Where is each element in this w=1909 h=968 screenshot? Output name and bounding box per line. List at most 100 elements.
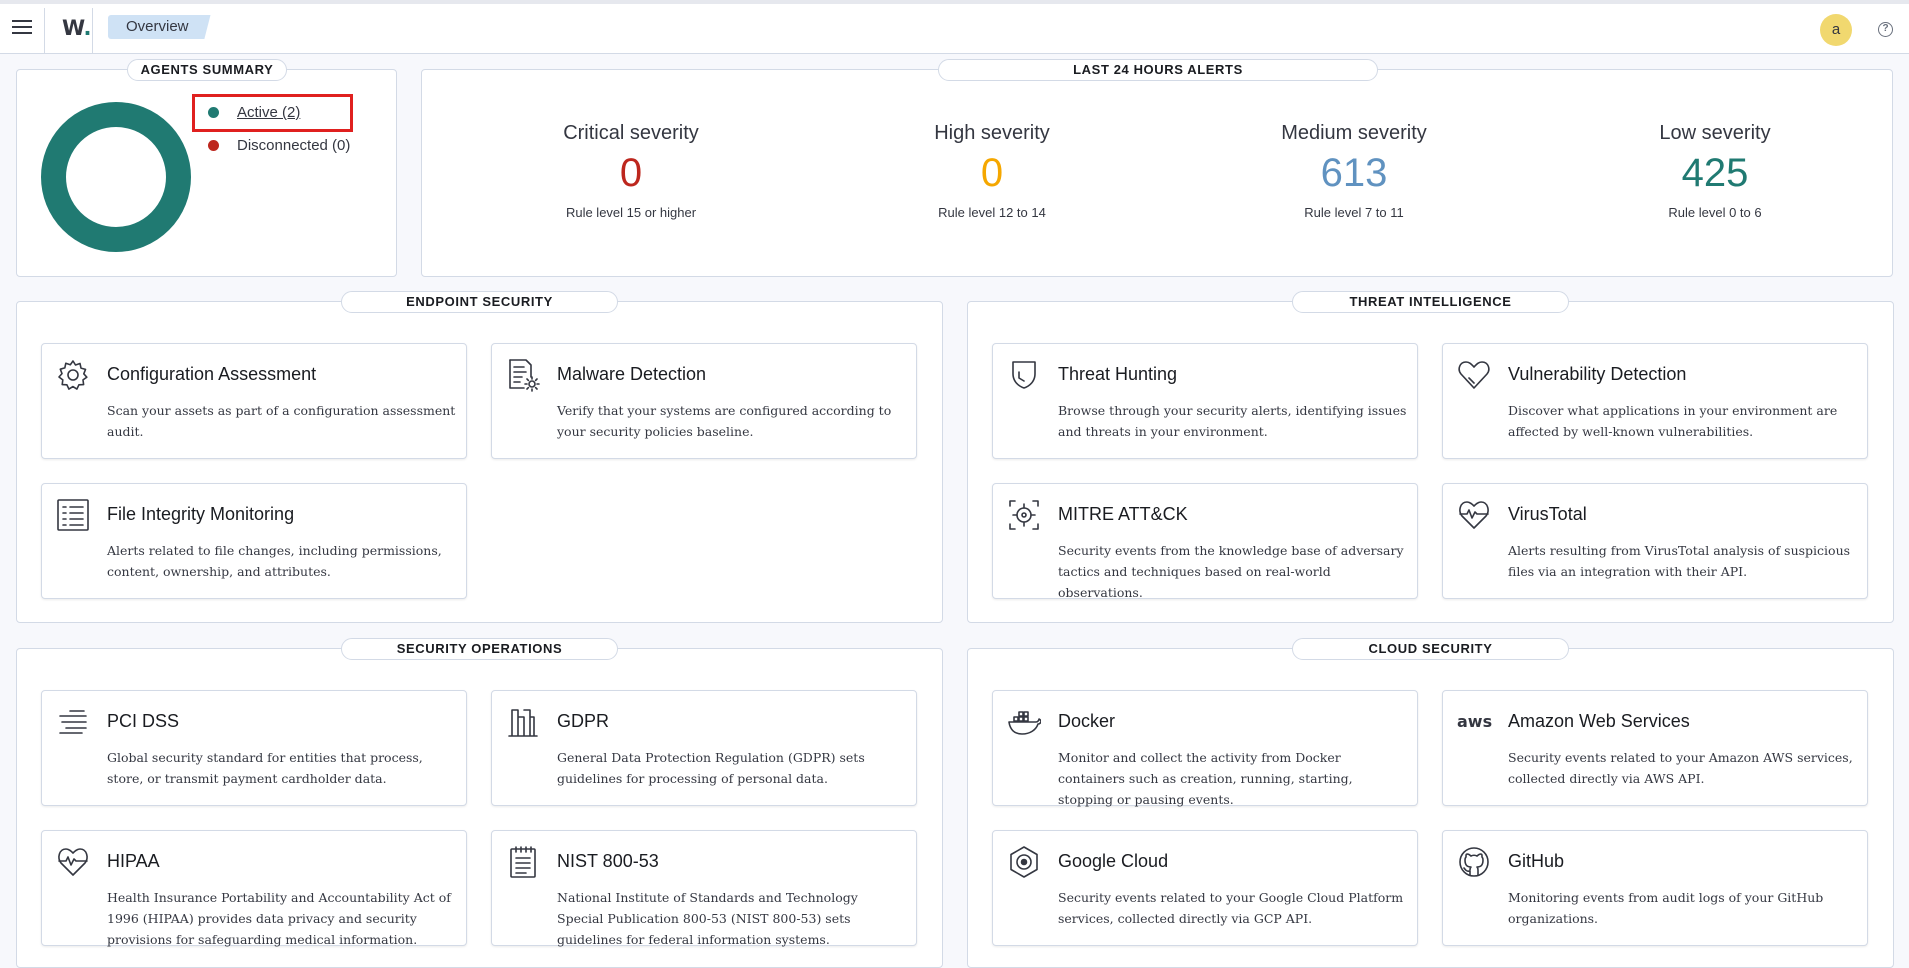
- severity-count[interactable]: 613: [1320, 151, 1388, 195]
- section-title: SECURITY OPERATIONS: [341, 638, 618, 660]
- card-title[interactable]: Vulnerability Detection: [1508, 364, 1687, 384]
- card-description: Monitoring events from audit logs of you…: [1508, 890, 1824, 926]
- feature-card[interactable]: NIST 800-53 National Institute of Standa…: [491, 830, 917, 947]
- feature-card[interactable]: HIPAA Health Insurance Portability and A…: [41, 830, 467, 947]
- help-icon[interactable]: ?: [1878, 22, 1893, 37]
- feature-card[interactable]: PCI DSS Global security standard for ent…: [41, 690, 467, 806]
- heartbeat-icon: [1457, 498, 1491, 532]
- severity-block[interactable]: Low severity 425 Rule level 0 to 6: [1565, 122, 1865, 220]
- card-title[interactable]: Malware Detection: [557, 364, 707, 384]
- feature-card[interactable]: MITRE ATT&CK Security events from the kn…: [992, 483, 1418, 600]
- section-panel: ENDPOINT SECURITY Configuration Assessme…: [16, 291, 943, 623]
- legend-active[interactable]: Active (2): [192, 94, 353, 132]
- section-title: ENDPOINT SECURITY: [341, 291, 618, 313]
- severity-block[interactable]: Medium severity 613 Rule level 7 to 11: [1204, 122, 1504, 220]
- card-description: Health Insurance Portability and Account…: [107, 890, 451, 947]
- notepad-icon: [506, 845, 540, 879]
- severity-rule: Rule level 7 to 11: [1304, 205, 1404, 220]
- card-title[interactable]: MITRE ATT&CK: [1058, 504, 1188, 524]
- disconnected-dot: [208, 140, 219, 151]
- section-title: CLOUD SECURITY: [1292, 638, 1569, 660]
- github-icon: [1457, 845, 1491, 879]
- legend-disconnected-label: Disconnected (0): [237, 137, 351, 154]
- severity-label: Medium severity: [1281, 122, 1427, 144]
- card-title[interactable]: GitHub: [1508, 851, 1565, 871]
- severity-block[interactable]: Critical severity 0 Rule level 15 or highe…: [481, 122, 781, 220]
- severity-label: Critical severity: [563, 122, 699, 144]
- section-panel: SECURITY OPERATIONS PCI DSS Global secur…: [16, 638, 943, 968]
- feature-card[interactable]: VirusTotal Alerts resulting from VirusTo…: [1442, 483, 1868, 599]
- section-title: THREAT INTELLIGENCE: [1292, 291, 1569, 313]
- card-title[interactable]: VirusTotal: [1508, 504, 1587, 524]
- card-description: Discover what applications in your envir…: [1508, 403, 1838, 439]
- card-title[interactable]: Amazon Web Services: [1508, 711, 1690, 731]
- alerts-panel: LAST 24 HOURS ALERTS Critical severity 0 R…: [421, 59, 1893, 277]
- logo-dot: .: [83, 16, 92, 40]
- logo-text: W: [62, 16, 84, 40]
- feature-card[interactable]: Configuration Assessment Scan your asset…: [41, 343, 467, 459]
- alerts-title: LAST 24 HOURS ALERTS: [938, 59, 1378, 81]
- card-description: Security events related to your Google C…: [1058, 890, 1404, 926]
- card-description: Browse through your security alerts, ide…: [1058, 403, 1407, 439]
- agents-summary-panel: AGENTS SUMMARY Active (2) Disconnected (…: [16, 59, 397, 277]
- document-gear-icon: [506, 358, 540, 392]
- breadcrumb-overview[interactable]: Overview: [108, 15, 211, 39]
- severity-label: High severity: [934, 122, 1050, 144]
- feature-card[interactable]: File Integrity Monitoring Alerts related…: [41, 483, 467, 599]
- top-bar: W. Overview a ?: [0, 0, 1909, 54]
- legend-disconnected[interactable]: Disconnected (0): [192, 136, 350, 156]
- severity-count[interactable]: 425: [1681, 151, 1749, 195]
- lines-icon: [56, 705, 90, 739]
- google-cloud-icon: [1007, 845, 1041, 879]
- feature-card[interactable]: Threat Hunting Browse through your secur…: [992, 343, 1418, 459]
- severity-count[interactable]: 0: [980, 151, 1004, 195]
- active-ring: [41, 102, 191, 252]
- severity-rule: Rule level 12 to 14: [938, 205, 1046, 220]
- agents-donut-chart[interactable]: [41, 102, 191, 252]
- target-icon: [1007, 498, 1041, 532]
- feature-card[interactable]: Docker Monitor and collect the activity …: [992, 690, 1418, 807]
- card-title[interactable]: Configuration Assessment: [107, 364, 317, 384]
- divider: [92, 8, 93, 54]
- card-description: Global security standard for entities th…: [107, 750, 423, 786]
- divider: [44, 8, 45, 54]
- agents-summary-title: AGENTS SUMMARY: [127, 59, 287, 81]
- feature-card[interactable]: GDPR General Data Protection Regulation …: [491, 690, 917, 806]
- avatar[interactable]: a: [1820, 14, 1852, 46]
- menu-icon[interactable]: [12, 20, 32, 36]
- feature-card[interactable]: aws Amazon Web Services Security events …: [1442, 690, 1868, 806]
- feature-card[interactable]: Malware Detection Verify that your syste…: [491, 343, 917, 459]
- severity-rule: Rule level 0 to 6: [1668, 205, 1762, 220]
- shield-icon: [1007, 358, 1041, 392]
- feature-card[interactable]: GitHub Monitoring events from audit logs…: [1442, 830, 1868, 946]
- section-panel: THREAT INTELLIGENCE Threat Hunting Brows…: [967, 291, 1894, 623]
- card-title[interactable]: File Integrity Monitoring: [107, 504, 295, 524]
- card-title[interactable]: PCI DSS: [107, 711, 180, 731]
- card-title[interactable]: HIPAA: [107, 851, 160, 871]
- docker-icon: [1007, 705, 1042, 739]
- card-title[interactable]: GDPR: [557, 711, 610, 731]
- card-title[interactable]: NIST 800-53: [557, 851, 659, 871]
- severity-label: Low severity: [1659, 122, 1771, 144]
- card-description: National Institute of Standards and Tech…: [557, 890, 858, 947]
- card-description: Alerts related to file changes, includin…: [107, 543, 442, 579]
- card-title[interactable]: Docker: [1058, 711, 1116, 731]
- card-title[interactable]: Threat Hunting: [1058, 364, 1178, 384]
- feature-card[interactable]: Vulnerability Detection Discover what ap…: [1442, 343, 1868, 459]
- card-title[interactable]: Google Cloud: [1058, 851, 1169, 871]
- severity-block[interactable]: High severity 0 Rule level 12 to 14: [842, 122, 1142, 220]
- building-icon: [506, 705, 540, 739]
- logo[interactable]: W.: [62, 16, 91, 40]
- legend-active-label: Active (2): [237, 104, 301, 121]
- active-dot: [208, 107, 219, 118]
- feature-card[interactable]: Google Cloud Security events related to …: [992, 830, 1418, 946]
- card-description: Monitor and collect the activity from Do…: [1058, 750, 1353, 807]
- gear-icon: [56, 358, 90, 392]
- section-panel: CLOUD SECURITY Docker Monitor and collec…: [967, 638, 1894, 968]
- list-document-icon: [56, 498, 90, 532]
- severity-rule: Rule level 15 or higher: [565, 205, 697, 220]
- aws-icon: aws: [1457, 712, 1493, 731]
- heartbeat-icon: [56, 845, 90, 879]
- severity-count[interactable]: 0: [619, 151, 643, 195]
- card-description: Security events from the knowledge base …: [1058, 543, 1404, 600]
